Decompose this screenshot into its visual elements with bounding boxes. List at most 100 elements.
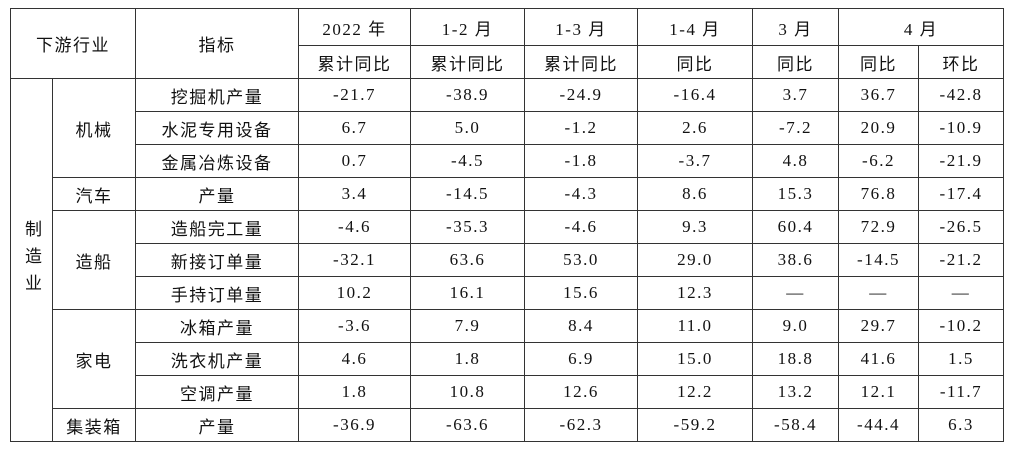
value-cell: 38.6 [752, 243, 839, 277]
header-cell: 3 月 [752, 8, 839, 46]
value-cell: -58.4 [752, 408, 839, 442]
value-cell: 72.9 [838, 210, 919, 244]
value-cell: -21.2 [918, 243, 1004, 277]
value-cell: 1.5 [918, 342, 1004, 376]
value-cell: -16.4 [637, 78, 753, 112]
value-cell: -3.7 [637, 144, 753, 178]
value-cell: -10.2 [918, 309, 1004, 343]
value-cell: -1.8 [524, 144, 638, 178]
subheader-cell: 同比 [637, 45, 753, 79]
value-cell: 53.0 [524, 243, 638, 277]
value-cell: 41.6 [838, 342, 919, 376]
value-cell: 15.0 [637, 342, 753, 376]
table-row: 累计同比 累计同比 累计同比 同比 同比 同比 环比 [11, 45, 1004, 79]
table-row: 金属冶炼设备 0.7 -4.5 -1.8 -3.7 4.8 -6.2 -21.9 [11, 144, 1004, 178]
value-cell: 16.1 [410, 276, 525, 310]
value-cell: 3.7 [752, 78, 839, 112]
subheader-cell: 同比 [838, 45, 919, 79]
value-cell: -4.3 [524, 177, 638, 211]
value-cell: 18.8 [752, 342, 839, 376]
indicator-cell: 水泥专用设备 [135, 111, 299, 145]
value-cell: — [838, 276, 919, 310]
value-cell: 60.4 [752, 210, 839, 244]
value-cell: -4.6 [298, 210, 411, 244]
indicator-cell: 冰箱产量 [135, 309, 299, 343]
indicator-cell: 新接订单量 [135, 243, 299, 277]
header-cell: 1-4 月 [637, 8, 753, 46]
value-cell: 2.6 [637, 111, 753, 145]
table-row: 制造业 机械 挖掘机产量 -21.7 -38.9 -24.9 -16.4 3.7 36.7 -42… [10, 78, 1004, 442]
group-cell: 集装箱 [52, 408, 136, 442]
group-cell: 家电 [52, 309, 136, 409]
value-cell: -59.2 [637, 408, 753, 442]
value-cell: -24.9 [524, 78, 638, 112]
value-cell: — [918, 276, 1004, 310]
value-cell: 8.6 [637, 177, 753, 211]
header-cell: 2022 年 [298, 8, 411, 46]
value-cell: -10.9 [918, 111, 1004, 145]
value-cell: 0.7 [298, 144, 411, 178]
group-cell: 机械 [52, 78, 136, 178]
value-cell: -63.6 [410, 408, 525, 442]
indicator-cell: 手持订单量 [135, 276, 299, 310]
indicator-cell: 产量 [135, 408, 299, 442]
group-cell: 造船 [52, 210, 136, 310]
value-cell: 4.6 [298, 342, 411, 376]
value-cell: — [752, 276, 839, 310]
value-cell: 76.8 [838, 177, 919, 211]
subheader-cell: 同比 [752, 45, 839, 79]
indicator-cell: 造船完工量 [135, 210, 299, 244]
value-cell: -26.5 [918, 210, 1004, 244]
value-cell: 6.3 [918, 408, 1004, 442]
value-cell: 3.4 [298, 177, 411, 211]
value-cell: 1.8 [410, 342, 525, 376]
value-cell: 29.0 [637, 243, 753, 277]
value-cell: 63.6 [410, 243, 525, 277]
value-cell: -42.8 [918, 78, 1004, 112]
value-cell: -1.2 [524, 111, 638, 145]
value-cell: 7.9 [410, 309, 525, 343]
value-cell: 10.2 [298, 276, 411, 310]
value-cell: 1.8 [298, 375, 411, 409]
header-cell: 4 月 [838, 8, 1004, 46]
table-row: 家电 冰箱产量 -3.6 7.9 8.4 11.0 9.0 29.7 -10.2 [11, 309, 1004, 409]
indicator-cell: 产量 [135, 177, 299, 211]
value-cell: -38.9 [410, 78, 525, 112]
value-cell: 9.0 [752, 309, 839, 343]
value-cell: -17.4 [918, 177, 1004, 211]
header-cell: 指标 [135, 8, 299, 79]
table-row: 新接订单量 -32.1 63.6 53.0 29.0 38.6 -14.5 -21.2 [11, 243, 1004, 277]
table-row: 洗衣机产量 4.6 1.8 6.9 15.0 18.8 41.6 1.5 [11, 342, 1004, 376]
header-cell: 1-3 月 [524, 8, 638, 46]
table-row: 集装箱 产量 -36.9 -63.6 -62.3 -59.2 -58.4 -44.4 6.3 [11, 408, 1004, 442]
value-cell: 9.3 [637, 210, 753, 244]
value-cell: -62.3 [524, 408, 638, 442]
value-cell: 13.2 [752, 375, 839, 409]
value-cell: 12.1 [838, 375, 919, 409]
table-row: 手持订单量 10.2 16.1 15.6 12.3— — — [11, 276, 1004, 310]
value-cell: 6.9 [524, 342, 638, 376]
value-cell: -7.2 [752, 111, 839, 145]
table-row: 汽车 产量 3.4 -14.5 -4.3 8.6 15.3 76.8 -17.4 [11, 177, 1004, 211]
value-cell: 20.9 [838, 111, 919, 145]
subheader-cell: 累计同比 [298, 45, 411, 79]
value-cell: -3.6 [298, 309, 411, 343]
value-cell: 15.3 [752, 177, 839, 211]
value-cell: 10.8 [410, 375, 525, 409]
indicator-cell: 空调产量 [135, 375, 299, 409]
value-cell: -11.7 [918, 375, 1004, 409]
value-cell: 12.6 [524, 375, 638, 409]
value-cell: -4.6 [524, 210, 638, 244]
value-cell: -4.5 [410, 144, 525, 178]
header-cell: 1-2 月 [410, 8, 525, 46]
value-cell: -35.3 [410, 210, 525, 244]
value-cell: -21.9 [918, 144, 1004, 178]
indicator-cell: 金属冶炼设备 [135, 144, 299, 178]
value-cell: -44.4 [838, 408, 919, 442]
sector-cell: 制造业 [10, 78, 53, 442]
value-cell: 8.4 [524, 309, 638, 343]
